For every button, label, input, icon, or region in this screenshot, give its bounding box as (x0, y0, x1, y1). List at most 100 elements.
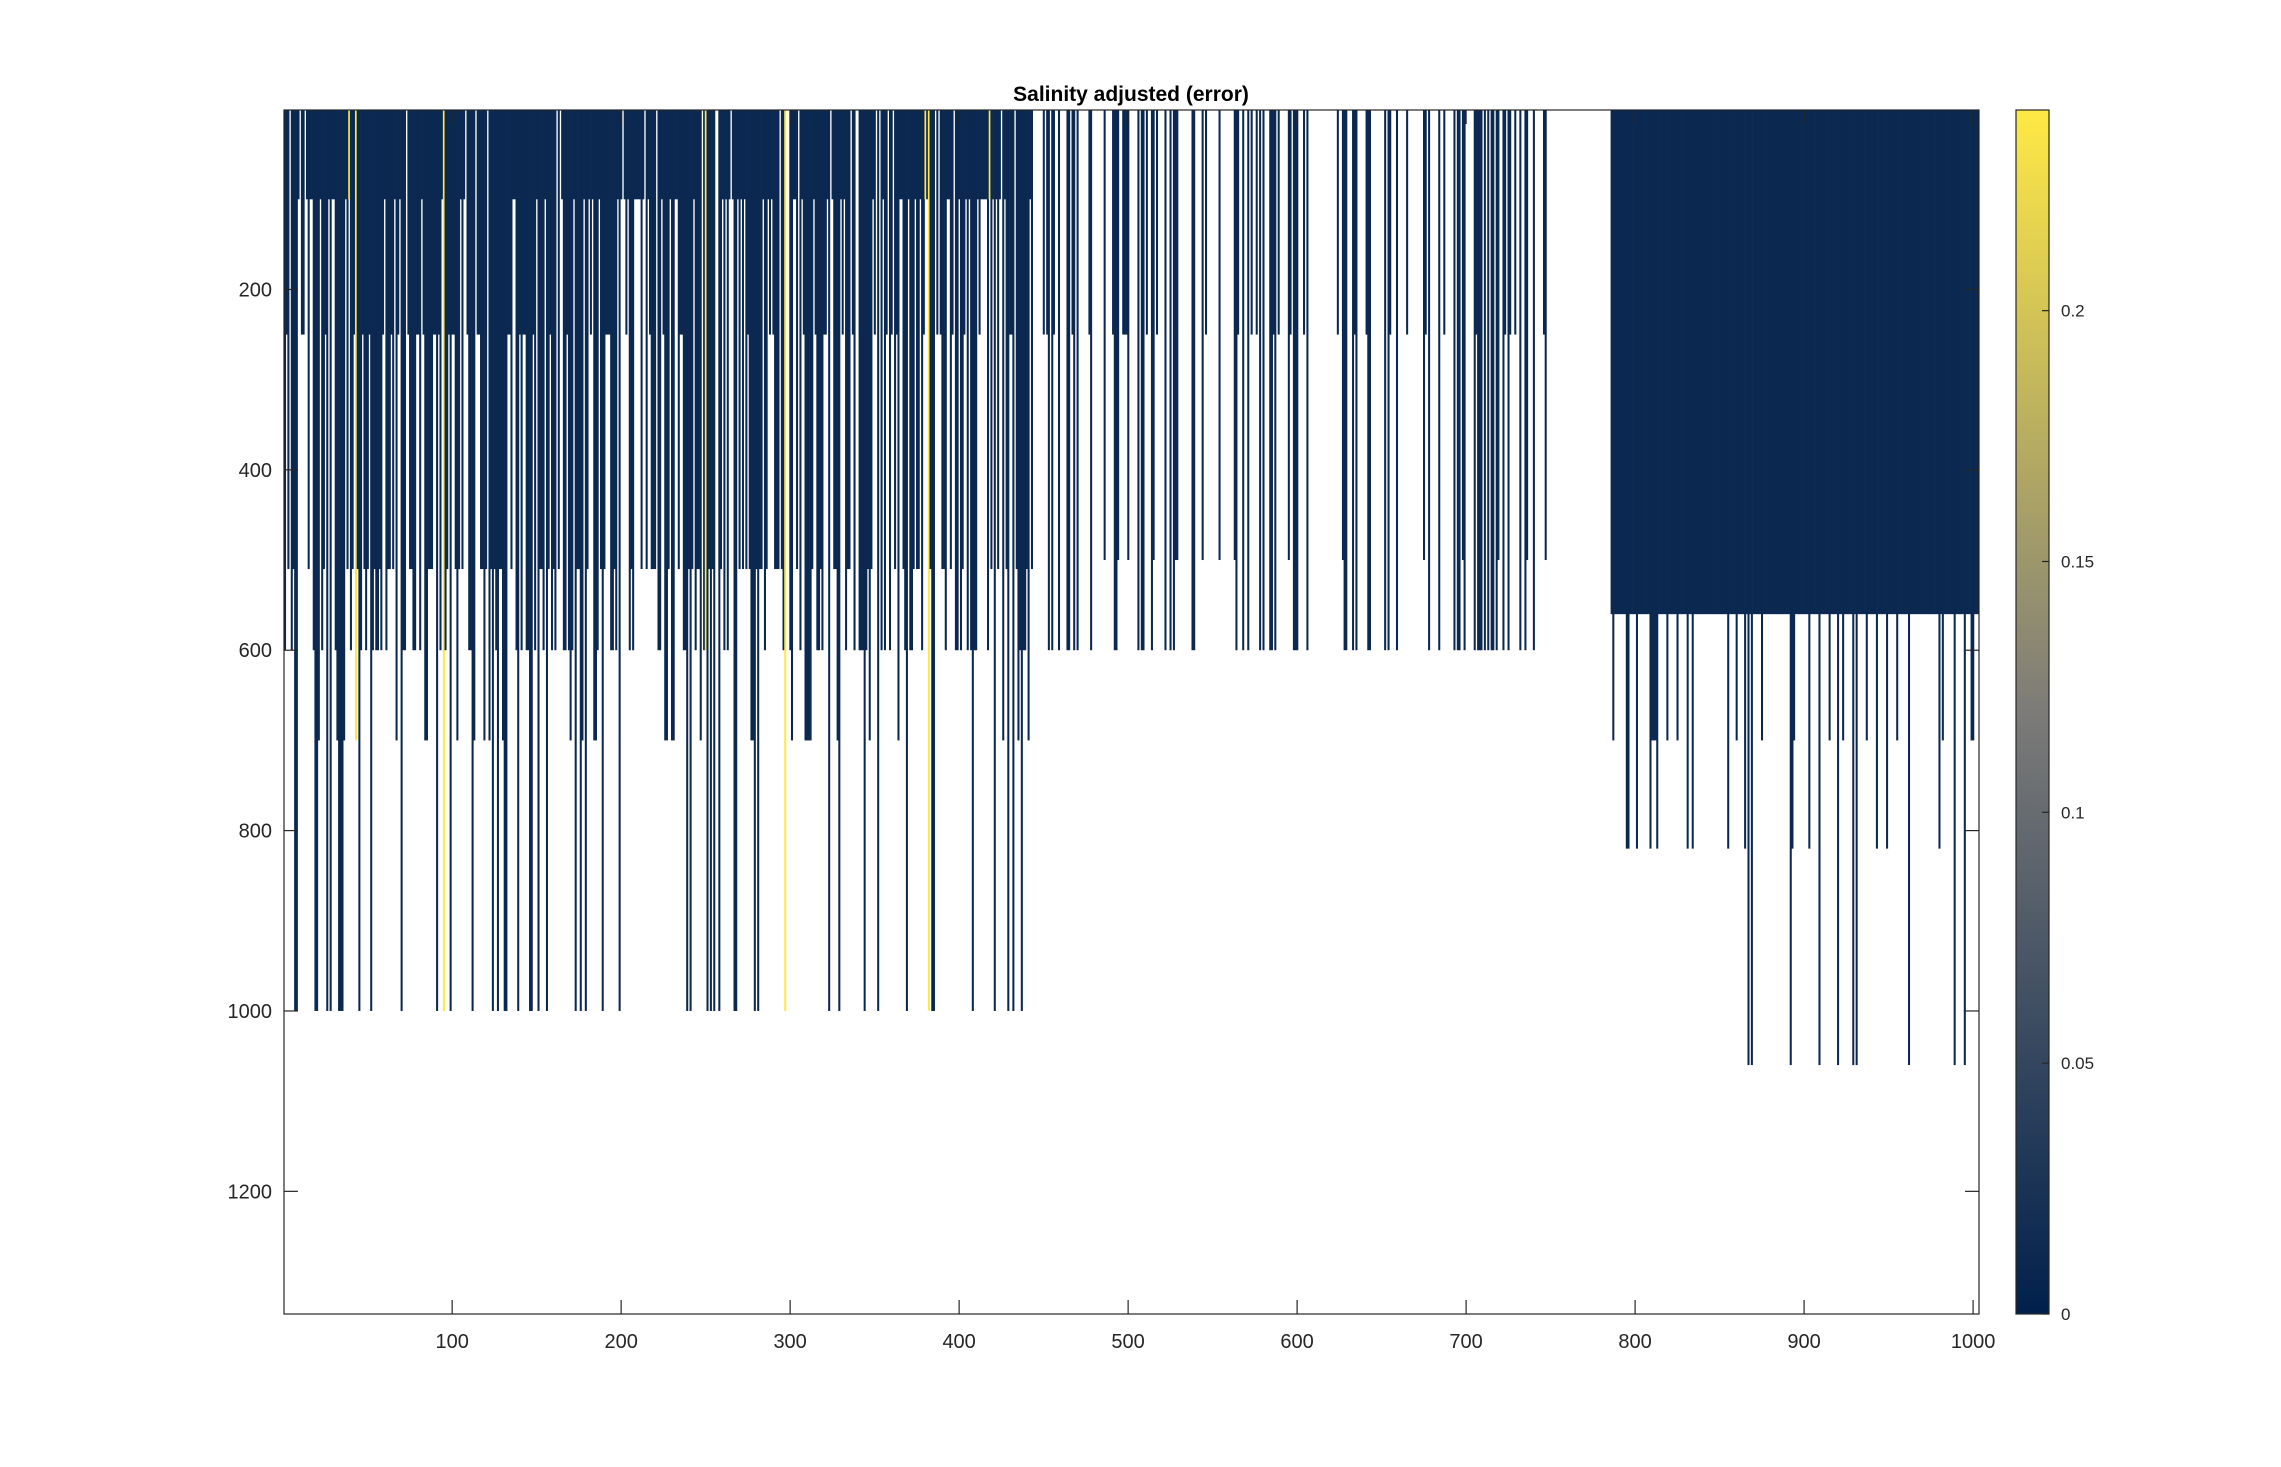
profile-column (294, 110, 297, 1011)
profile-column (1027, 110, 1030, 741)
profile-column (689, 110, 692, 1011)
profile-column (1838, 110, 1841, 615)
profile-column (600, 110, 603, 570)
profile-column (473, 110, 476, 741)
profile-column (483, 110, 486, 741)
profile-column (780, 110, 783, 570)
profile-column (1090, 110, 1093, 651)
profile-column (309, 110, 312, 200)
profile-column (1617, 110, 1620, 615)
profile-column (387, 110, 390, 570)
profile-column (1950, 110, 1953, 615)
profile-column (921, 110, 924, 651)
profile-column (975, 110, 978, 651)
profile-column (1681, 110, 1684, 615)
profile-column (1696, 110, 1699, 615)
profile-column (1766, 110, 1769, 615)
profile-column (725, 110, 728, 200)
profile-column (1428, 110, 1431, 651)
profile-column (1015, 110, 1018, 570)
profile-column (611, 110, 614, 651)
profile-column (843, 110, 846, 200)
x-tick-label: 500 (1111, 1331, 1144, 1353)
profile-column (297, 110, 300, 200)
profile-column (711, 110, 714, 570)
profile-column (990, 110, 993, 570)
profile-column (312, 110, 315, 651)
profile-column (1857, 110, 1860, 615)
profile-column (1024, 110, 1027, 651)
x-tick-label: 100 (435, 1331, 468, 1353)
profile-column (1142, 110, 1145, 651)
profile-column (1492, 110, 1495, 651)
profile-column (1902, 110, 1905, 615)
profile-column (331, 110, 334, 200)
profile-column (410, 110, 413, 570)
profile-column (581, 110, 584, 741)
profile-column (1365, 110, 1368, 335)
profile-column (741, 110, 745, 570)
profile-column (485, 110, 488, 570)
profile-column (1502, 110, 1505, 651)
profile-column (351, 110, 354, 570)
profile-column (1532, 110, 1535, 651)
profile-column (762, 110, 765, 200)
profile-column (588, 110, 591, 200)
profile-column (1475, 110, 1478, 335)
profile-column (508, 110, 511, 335)
profile-column (1443, 110, 1446, 335)
profile-column (1977, 110, 1980, 615)
profile-column (1668, 110, 1671, 615)
profile-column (1767, 110, 1770, 615)
profile-column (660, 110, 663, 200)
profile-column (1112, 110, 1115, 335)
profile-column (429, 110, 432, 570)
profile-column (713, 110, 716, 1011)
profile-column (1958, 110, 1961, 615)
profile-column (586, 110, 589, 570)
profile-column (1259, 110, 1262, 651)
profile-column (1644, 110, 1647, 615)
profile-column (1945, 110, 1948, 615)
profile-column (420, 110, 423, 200)
profile-column (513, 110, 516, 200)
profile-column (1691, 110, 1694, 849)
profile-column (637, 110, 640, 200)
profile-column (1720, 110, 1723, 615)
x-tick-label: 900 (1787, 1331, 1820, 1353)
profile-column (1816, 110, 1819, 615)
profile-column (1864, 110, 1867, 615)
profile-column (1788, 110, 1791, 615)
profile-column (1355, 110, 1358, 651)
profile-column (493, 110, 496, 570)
profile-column (745, 110, 748, 570)
profile-column (1796, 110, 1799, 615)
profile-column (316, 110, 319, 1011)
profile-column (1071, 110, 1074, 335)
profile-column (1960, 110, 1963, 615)
profile-column (936, 110, 939, 335)
profile-column (883, 110, 886, 651)
profile-column (446, 110, 449, 570)
profile-column (1169, 110, 1172, 651)
profile-column (518, 110, 521, 335)
profile-column (677, 110, 680, 570)
y-tick-label: 800 (239, 821, 272, 843)
profile-column (1794, 110, 1797, 615)
profile-column (900, 110, 903, 200)
profile-column (534, 110, 537, 651)
profile-column (1145, 110, 1148, 335)
profile-column (1294, 110, 1297, 651)
profile-column (449, 110, 452, 1011)
profile-column (1940, 110, 1943, 615)
profile-column (361, 110, 364, 335)
profile-column (765, 110, 768, 570)
profile-column (1700, 110, 1703, 615)
profile-column (476, 110, 479, 335)
profile-column (992, 110, 995, 200)
profile-column (1815, 110, 1818, 615)
profile-column (295, 110, 298, 1011)
profile-column (1480, 110, 1483, 651)
axes-box (283, 109, 1980, 1315)
profile-column (914, 110, 917, 200)
